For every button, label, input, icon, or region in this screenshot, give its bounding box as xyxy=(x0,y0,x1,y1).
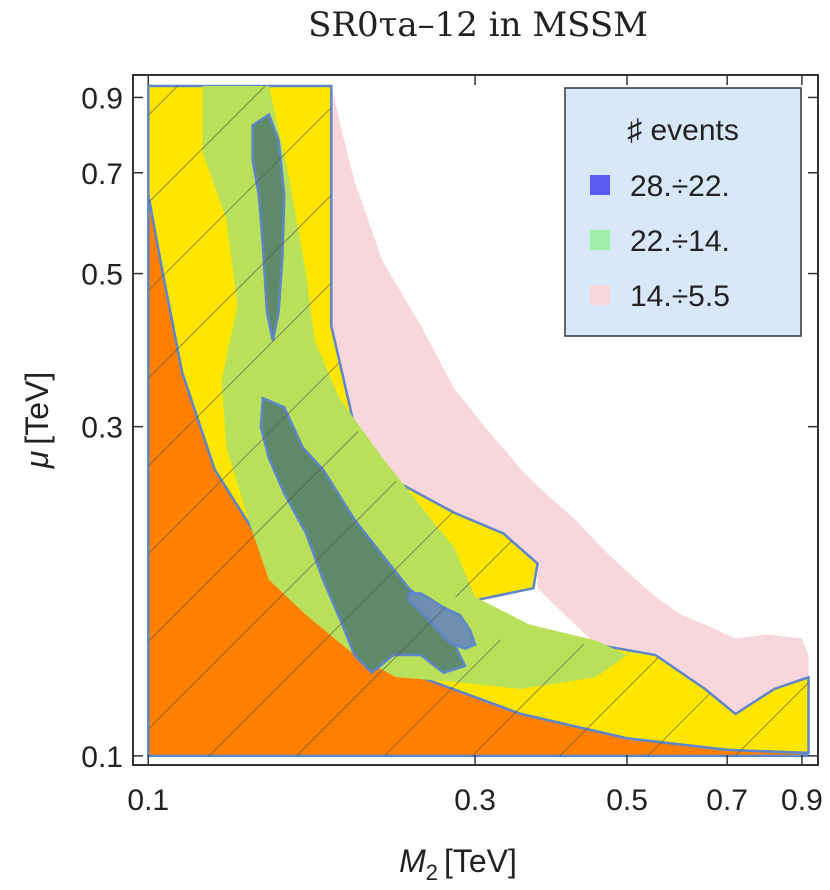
x-axis-label: M2 [TeV] xyxy=(399,843,517,885)
x-tick-label: 0.9 xyxy=(781,784,823,817)
y-axis-ticks: 0.1 0.3 0.5 0.7 0.9 xyxy=(81,82,818,774)
y-tick-label: 0.5 xyxy=(81,259,123,292)
region-pink-region xyxy=(331,86,809,714)
y-tick-label: 0.1 xyxy=(81,741,123,774)
x-axis-ticks: 0.1 0.3 0.5 0.7 0.9 xyxy=(127,75,823,817)
legend-swatch-22-14 xyxy=(590,230,610,250)
chart-title: SR0τa–12 in MSSM xyxy=(308,5,648,45)
legend-swatch-28-22 xyxy=(590,175,610,195)
legend-label-28-22: 28.÷22. xyxy=(630,170,730,203)
exclusion-hatch xyxy=(148,86,809,756)
hatch-orange-excluded xyxy=(148,195,809,756)
y-axis-label: μ[TeV] xyxy=(19,372,55,469)
legend: ♯ events 28.÷22. 22.÷14. 14.÷5.5 xyxy=(564,87,802,337)
hatch-allowed-yellow xyxy=(148,86,809,753)
y-tick-label: 0.9 xyxy=(81,82,123,115)
x-tick-label: 0.3 xyxy=(454,784,496,817)
x-tick-label: 0.7 xyxy=(706,784,748,817)
y-tick-label: 0.7 xyxy=(81,158,123,191)
legend-label-14-5-5: 14.÷5.5 xyxy=(630,280,730,313)
legend-title: ♯ events xyxy=(627,114,739,147)
legend-swatch-14-5-5 xyxy=(590,285,610,305)
legend-label-22-14: 22.÷14. xyxy=(630,225,730,258)
y-tick-label: 0.3 xyxy=(81,412,123,445)
x-tick-label: 0.1 xyxy=(127,784,169,817)
x-tick-label: 0.5 xyxy=(606,784,648,817)
